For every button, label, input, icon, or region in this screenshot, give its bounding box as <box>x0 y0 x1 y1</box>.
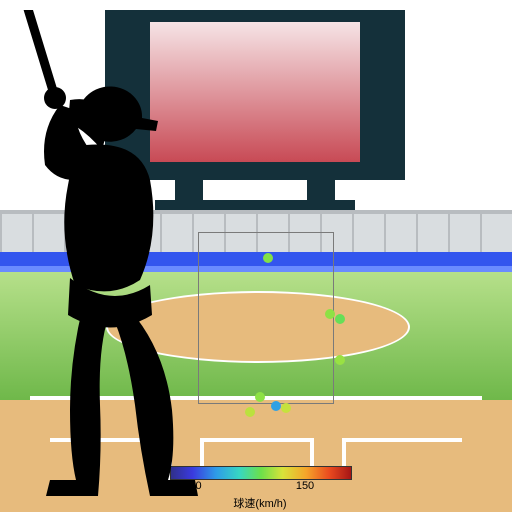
pitch-marker <box>271 401 281 411</box>
stage: 100150 球速(km/h) <box>0 0 512 512</box>
stands-post <box>352 214 354 252</box>
batter-box-line <box>342 438 462 442</box>
stands-post <box>384 214 386 252</box>
pitch-marker <box>255 392 265 402</box>
pitch-marker <box>335 314 345 324</box>
stands-post <box>480 214 482 252</box>
colorbar-tick: 150 <box>296 480 314 492</box>
stands-post <box>416 214 418 252</box>
stands-post <box>448 214 450 252</box>
pitch-marker <box>335 355 345 365</box>
pitch-marker <box>245 407 255 417</box>
pitch-marker <box>281 403 291 413</box>
pitch-marker <box>263 253 273 263</box>
pitch-marker <box>325 309 335 319</box>
batter-silhouette <box>0 10 240 510</box>
